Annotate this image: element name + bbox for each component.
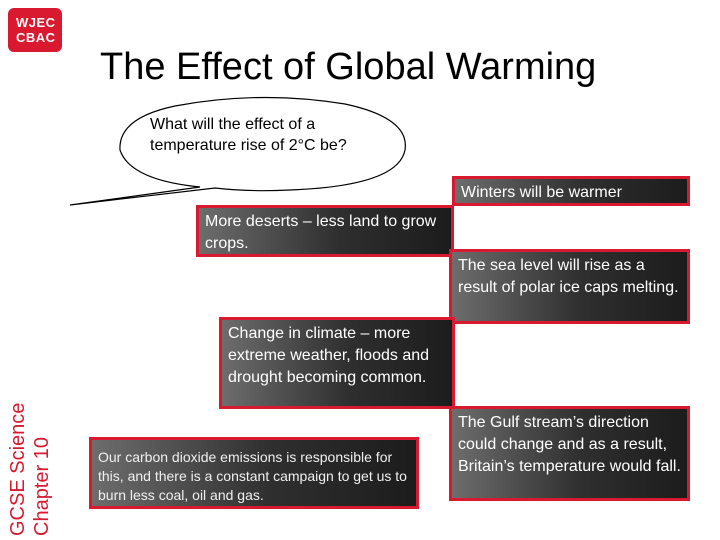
box-climate-change: Change in climate – more extreme weather… xyxy=(219,317,455,409)
side-label: GCSE Science Chapter 10 xyxy=(4,286,76,536)
slide-title: The Effect of Global Warming xyxy=(100,46,597,88)
side-label-chapter: Chapter 10 xyxy=(31,437,53,536)
box-gulf-stream: The Gulf stream’s direction could change… xyxy=(449,406,690,501)
logo-line-2: CBAC xyxy=(16,30,56,45)
bubble-question: What will the effect of a temperature ri… xyxy=(150,116,347,154)
side-label-course: GCSE Science xyxy=(7,402,29,536)
box-winters-warmer: Winters will be warmer xyxy=(452,176,690,206)
logo-line-1: WJEC xyxy=(16,15,56,30)
box-co2-emissions: Our carbon dioxide emissions is responsi… xyxy=(89,437,419,509)
box-sea-level-rise: The sea level will rise as a result of p… xyxy=(449,249,690,324)
box-more-deserts: More deserts – less land to grow crops. xyxy=(196,205,454,257)
wjec-cbac-logo: WJEC CBAC xyxy=(8,8,62,52)
